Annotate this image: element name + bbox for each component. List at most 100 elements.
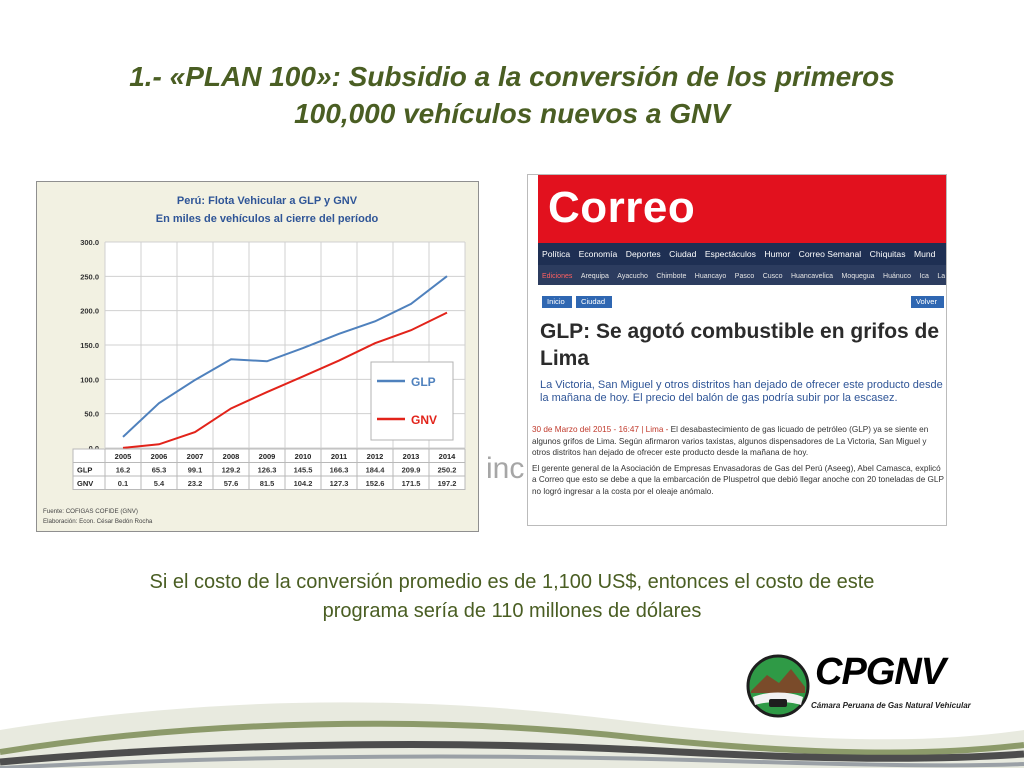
x-tick-label: 2011	[331, 452, 347, 461]
data-label: 23.2	[188, 479, 203, 488]
news-nav-item[interactable]: Deportes	[625, 249, 661, 259]
data-label: 166.3	[330, 466, 349, 475]
slide-title-line-1: 1.- «PLAN 100»: Subsidio a la conversión…	[129, 61, 895, 92]
news-nav-item[interactable]: Economía	[578, 249, 618, 259]
edition-item[interactable]: Arequipa	[580, 273, 609, 280]
fleet-chart: Perú: Flota Vehicular a GLP y GNV En mil…	[43, 195, 466, 525]
brand-tagline: Cámara Peruana de Gas Natural Vehicular	[811, 701, 971, 710]
data-label: 171.5	[402, 479, 421, 488]
data-table-row-label: GNV	[77, 479, 93, 488]
data-label: 250.2	[438, 466, 457, 475]
news-editions-bar: Ediciones Arequipa Ayacucho Chimbote Hua…	[538, 265, 946, 285]
edition-item[interactable]: Chimbote	[656, 273, 687, 280]
data-label: 104.2	[294, 479, 313, 488]
chart-title: Perú: Flota Vehicular a GLP y GNV	[177, 195, 358, 207]
legend-gnv-label: GNV	[411, 413, 437, 427]
slide-title: 1.- «PLAN 100»: Subsidio a la conversión…	[60, 58, 964, 132]
news-header: Correo	[538, 175, 946, 243]
fleet-chart-panel: Perú: Flota Vehicular a GLP y GNV En mil…	[36, 181, 479, 532]
data-table-row-label: GLP	[77, 466, 92, 475]
data-label: 5.4	[154, 479, 165, 488]
y-tick-label: 200.0	[80, 307, 99, 316]
chart-legend: GLP GNV	[370, 361, 454, 441]
news-nav-bar: Política Economía Deportes Ciudad Espect…	[538, 243, 946, 265]
x-tick-label: 2009	[259, 452, 276, 461]
slide-title-line-2: 100,000 vehículos nuevos a GNV	[294, 98, 730, 129]
legend-box	[370, 361, 454, 441]
news-nav-item[interactable]: Espectáculos	[704, 249, 756, 259]
news-nav-item[interactable]: Correo Semanal	[798, 249, 862, 259]
data-label: 209.9	[402, 466, 421, 475]
data-table-frame	[72, 448, 466, 490]
chart-author: Elaboración: Econ. César Bedón Rocha	[43, 518, 153, 525]
brand-name: CPGNV	[815, 651, 946, 693]
news-nav-item[interactable]: Chiquitas	[869, 249, 906, 259]
x-tick-label: 2013	[403, 452, 420, 461]
chart-grid	[104, 241, 466, 449]
news-body: 30 de Marzo del 2015 - 16:47 | Lima - El…	[532, 424, 944, 501]
chart-lines	[122, 275, 448, 449]
cost-note: Si el costo de la conversión promedio es…	[60, 568, 964, 626]
y-tick-label: 100.0	[80, 375, 99, 384]
data-label: 99.1	[188, 466, 203, 475]
edition-item[interactable]: Huánuco	[883, 273, 912, 280]
brand-emblem-icon	[746, 654, 810, 718]
edition-item[interactable]: Huancavelica	[791, 273, 834, 280]
series-line-gnv	[122, 311, 448, 449]
edition-item[interactable]: Huancayo	[694, 273, 727, 280]
data-label: 127.3	[330, 479, 349, 488]
data-label: 145.5	[294, 466, 313, 475]
data-label: 129.2	[222, 466, 241, 475]
edition-item[interactable]: Cusco	[762, 273, 783, 280]
legend-glp-label: GLP	[411, 375, 436, 389]
cost-note-line-2: programa sería de 110 millones de dólare…	[322, 600, 702, 622]
x-tick-label: 2007	[187, 452, 204, 461]
data-label: 81.5	[260, 479, 275, 488]
wave-grey	[0, 754, 1024, 768]
brand-logo: CPGNV Cámara Peruana de Gas Natural Vehi…	[745, 651, 995, 721]
x-tick-label: 2005	[115, 452, 132, 461]
chart-data-table: 2005 2006 2007 2008 2009 2010 2011 2012 2013 2014…	[72, 448, 466, 490]
y-tick-label: 50.0	[84, 410, 99, 419]
wave-light	[0, 702, 1024, 768]
wave-green	[0, 720, 1024, 756]
x-tick-label: 2014	[439, 452, 457, 461]
decorative-waves	[0, 702, 1024, 768]
edition-item[interactable]: Moquegua	[841, 273, 875, 280]
wave-dark	[0, 741, 1024, 766]
back-button[interactable]: Volver	[910, 296, 944, 308]
cost-note-line-1: Si el costo de la conversión promedio es…	[149, 571, 875, 593]
x-tick-label: 2010	[295, 452, 312, 461]
chart-source: Fuente: COFIGAS COFIDE (GNV)	[43, 508, 138, 515]
edition-item[interactable]: Ayacucho	[617, 273, 648, 280]
x-tick-label: 2008	[223, 452, 240, 461]
y-tick-label: 250.0	[80, 272, 99, 281]
edition-item[interactable]: Ica	[919, 273, 929, 280]
data-label: 16.2	[116, 466, 131, 475]
edition-item[interactable]: La	[937, 273, 946, 280]
news-logo: Correo	[548, 183, 696, 232]
data-label: 152.6	[366, 479, 385, 488]
news-clipping: Correo Política Economía Deportes Ciudad…	[527, 174, 947, 526]
data-label: 126.3	[258, 466, 277, 475]
news-deck: La Victoria, San Miguel y otros distrito…	[540, 379, 943, 404]
breadcrumb-city[interactable]: Ciudad	[576, 296, 613, 308]
editions-label: Ediciones	[542, 273, 573, 280]
data-label: 57.6	[224, 479, 239, 488]
breadcrumb-home[interactable]: Inicio	[542, 296, 572, 308]
chart-subtitle: En miles de vehículos al cierre del perí…	[156, 213, 379, 225]
news-nav-item[interactable]: Humor	[764, 249, 791, 259]
news-headline: GLP: Se agotó combustible en grifos de L…	[540, 320, 940, 370]
x-tick-label: 2006	[151, 452, 168, 461]
data-label: 184.4	[366, 466, 386, 475]
y-tick-label: 300.0	[80, 238, 99, 247]
news-nav-item[interactable]: Mund	[913, 249, 936, 259]
data-label: 197.2	[438, 479, 457, 488]
data-label: 0.1	[118, 479, 128, 488]
news-paragraph-2: El gerente general de la Asociación de E…	[532, 463, 944, 496]
series-line-glp	[122, 275, 448, 438]
news-nav-item[interactable]: Política	[542, 249, 571, 259]
news-nav-item[interactable]: Ciudad	[669, 249, 697, 259]
edition-item[interactable]: Pasco	[734, 273, 755, 280]
